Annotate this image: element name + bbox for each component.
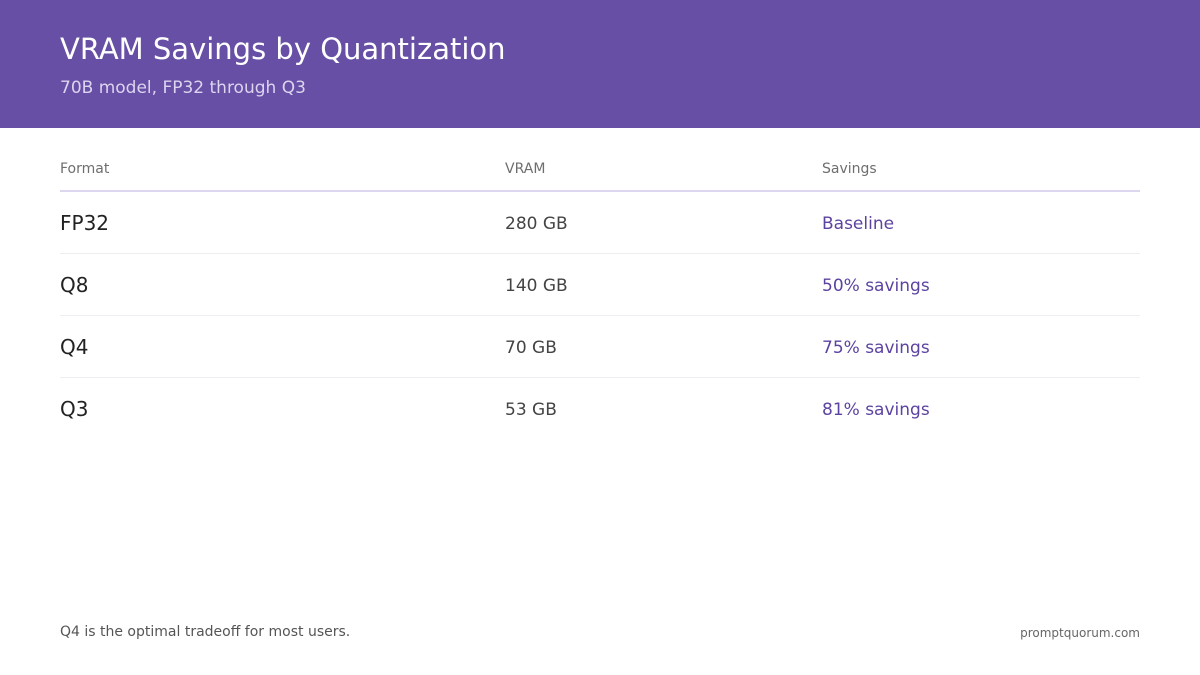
savings-cell: 81% savings bbox=[822, 400, 930, 420]
page-subtitle: 70B model, FP32 through Q3 bbox=[60, 78, 306, 98]
table-row: Q4 70 GB 75% savings bbox=[60, 316, 1140, 378]
table-header: Format VRAM Savings bbox=[60, 150, 1140, 192]
format-cell: Q8 bbox=[60, 273, 89, 297]
savings-cell: 75% savings bbox=[822, 338, 930, 358]
vram-cell: 140 GB bbox=[505, 276, 568, 296]
format-cell: FP32 bbox=[60, 211, 110, 235]
savings-cell: 50% savings bbox=[822, 276, 930, 296]
format-cell: Q4 bbox=[60, 335, 89, 359]
vram-cell: 53 GB bbox=[505, 400, 557, 420]
table-row: Q8 140 GB 50% savings bbox=[60, 254, 1140, 316]
vram-cell: 70 GB bbox=[505, 338, 557, 358]
vram-table: Format VRAM Savings FP32 280 GB Baseline… bbox=[60, 150, 1140, 439]
format-cell: Q3 bbox=[60, 397, 89, 421]
column-header-vram: VRAM bbox=[505, 161, 546, 177]
header-banner: VRAM Savings by Quantization 70B model, … bbox=[0, 0, 1200, 128]
table-row: FP32 280 GB Baseline bbox=[60, 192, 1140, 254]
column-header-savings: Savings bbox=[822, 161, 877, 177]
savings-cell: Baseline bbox=[822, 214, 895, 234]
vram-cell: 280 GB bbox=[505, 214, 568, 234]
page-title: VRAM Savings by Quantization bbox=[60, 32, 506, 66]
table-row: Q3 53 GB 81% savings bbox=[60, 378, 1140, 439]
column-header-format: Format bbox=[60, 161, 110, 177]
footer-brand: promptquorum.com bbox=[1020, 626, 1140, 640]
footer-note: Q4 is the optimal tradeoff for most user… bbox=[60, 624, 351, 640]
